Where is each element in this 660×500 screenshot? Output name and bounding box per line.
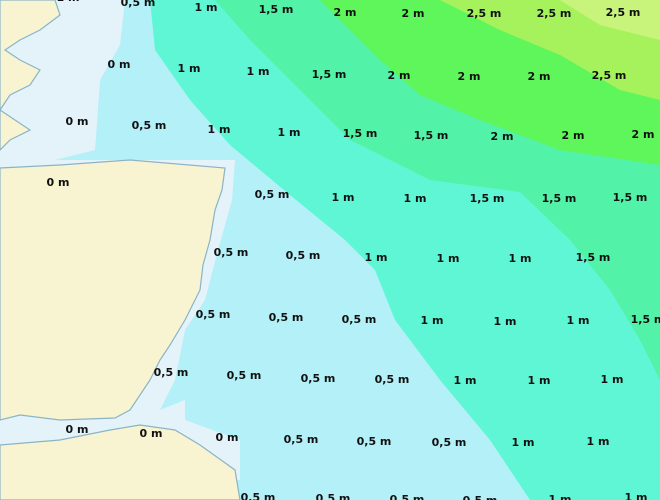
wave-height-label: 0,5 m	[269, 311, 304, 324]
wave-height-label: 0 m	[216, 431, 239, 444]
wave-height-label: 0,5 m	[301, 372, 336, 385]
wave-height-label: 0,5 m	[255, 188, 290, 201]
wave-height-label: 1,5 m	[576, 251, 611, 264]
wave-height-label: 1 m	[178, 62, 201, 75]
wave-height-label: 0,5 m	[154, 366, 189, 379]
wave-height-label: 1 m	[278, 126, 301, 139]
wave-height-label: 0 m	[108, 58, 131, 71]
wave-height-label: 1 m	[601, 373, 624, 386]
wave-height-label: 0 m	[66, 115, 89, 128]
wave-height-label: 1 m	[437, 252, 460, 265]
wave-height-label: 0 m	[66, 423, 89, 436]
wave-height-label: 1 m	[494, 315, 517, 328]
wave-height-label: 1,5 m	[470, 192, 505, 205]
wave-height-label: 0,5 m	[342, 313, 377, 326]
wave-height-label: 2 m	[458, 70, 481, 83]
shore-shallow	[0, 0, 125, 160]
wave-height-label: 0,5 m	[375, 373, 410, 386]
wave-height-label: 1,5 m	[631, 313, 660, 326]
wave-height-label: 0,5 m	[432, 436, 467, 449]
wave-height-label: 1 m	[195, 1, 218, 14]
wave-height-label: 0,5 m	[132, 119, 167, 132]
wave-height-label: 2 m	[491, 130, 514, 143]
wave-height-label: 1 m	[509, 252, 532, 265]
wave-height-label: 1,5 m	[343, 127, 378, 140]
wave-height-label: 0,5 m	[463, 494, 498, 500]
wave-height-label: 0,5 m	[390, 493, 425, 500]
wave-height-label: 1 m	[365, 251, 388, 264]
labels: 1 m 0,5 m 1 m 1,5 m 2 m 2 m 2,5 m 2,5 m 2,5 m 0 m…	[47, 0, 660, 500]
wave-height-label: 1,5 m	[613, 191, 648, 204]
wave-height-label: 0,5 m	[241, 491, 276, 500]
wave-height-label: 1 m	[512, 436, 535, 449]
wave-height-label: 1 m	[587, 435, 610, 448]
wave-height-label: 1 m	[549, 493, 572, 500]
wave-height-label: 2 m	[402, 7, 425, 20]
land	[0, 159, 226, 421]
wave-height-label: 2 m	[562, 129, 585, 142]
wave-height-label: 1 m	[528, 374, 551, 387]
wave-height-label: 2 m	[388, 69, 411, 82]
wave-height-label: 1 m	[421, 314, 444, 327]
wave-height-label: 0 m	[47, 176, 70, 189]
wave-height-label: 0,5 m	[196, 308, 231, 321]
land	[0, 424, 241, 500]
wave-height-label: 1,5 m	[542, 192, 577, 205]
wave-height-label: 1,5 m	[414, 129, 449, 142]
wave-height-label: 2,5 m	[592, 69, 627, 82]
wave-height-label: 1,5 m	[259, 3, 294, 16]
land	[0, 0, 61, 151]
wave-height-label: 0,5 m	[214, 246, 249, 259]
wave-height-label: 0,5 m	[227, 369, 262, 382]
wave-height-label: 0,5 m	[284, 433, 319, 446]
wave-height-label: 1 m	[454, 374, 477, 387]
wave-height-label: 2,5 m	[467, 7, 502, 20]
wave-height-label: 1 m	[567, 314, 590, 327]
wave-height-label: 2,5 m	[606, 6, 641, 19]
wave-height-label: 1 m	[208, 123, 231, 136]
wave-height-label: 1 m	[404, 192, 427, 205]
wave-height-label: 0,5 m	[357, 435, 392, 448]
wave-height-label: 1 m	[247, 65, 270, 78]
zone-3	[560, 0, 660, 40]
wave-height-label: 2 m	[632, 128, 655, 141]
wave-height-label: 0,5 m	[316, 492, 351, 500]
wave-height-label: 1 m	[625, 491, 648, 500]
wave-height-label: 2 m	[334, 6, 357, 19]
wave-height-label: 1 m	[332, 191, 355, 204]
wave-height-label: 0 m	[140, 427, 163, 440]
wave-height-label: 0,5 m	[121, 0, 156, 9]
wave-height-label: 2 m	[528, 70, 551, 83]
wave-height-label: 1,5 m	[312, 68, 347, 81]
wave-height-label: 0,5 m	[286, 249, 321, 262]
wave-height-label: 2,5 m	[537, 7, 572, 20]
wave-height-label: 1 m	[57, 0, 80, 4]
